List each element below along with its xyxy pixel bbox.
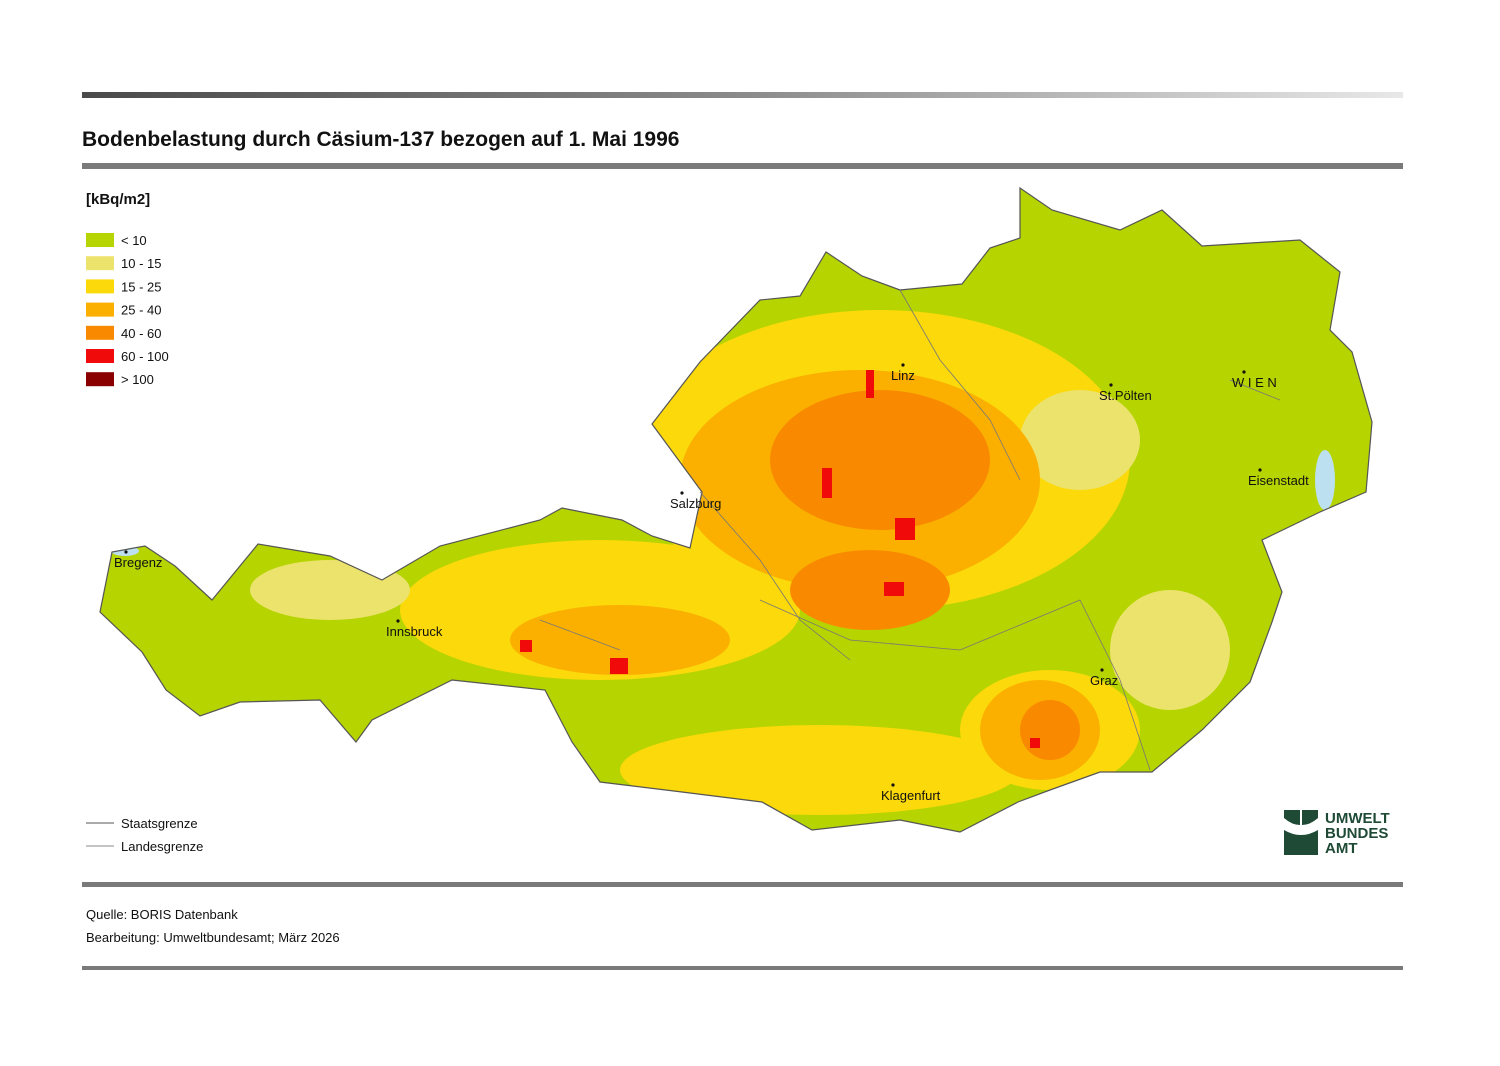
editing: Bearbeitung: Umweltbundesamt; März 2026: [86, 930, 340, 945]
legend-swatch: [86, 349, 114, 363]
city-label: Salzburg: [670, 496, 721, 511]
city-dot: [1242, 370, 1246, 374]
cities: Linz St.Pölten W I E N Eisenstadt Salzbu…: [114, 363, 1309, 803]
city-dot: [901, 363, 905, 367]
footer-rule: [82, 882, 1403, 887]
city-dot: [680, 491, 684, 495]
legend-label: > 100: [121, 372, 154, 387]
city-label: Linz: [891, 368, 915, 383]
legend-label: 40 - 60: [121, 326, 161, 341]
source: Quelle: BORIS Datenbank: [86, 907, 238, 922]
city-label: Bregenz: [114, 555, 162, 570]
city-dot: [1258, 468, 1262, 472]
legend-label: 25 - 40: [121, 303, 161, 318]
logo-text: BUNDES: [1325, 825, 1388, 842]
city-label: Eisenstadt: [1248, 473, 1309, 488]
border-legend-label: Staatsgrenze: [121, 816, 198, 831]
city-label: Klagenfurt: [881, 788, 941, 803]
city-label: Innsbruck: [386, 624, 443, 639]
city-dot: [891, 783, 895, 787]
legend-swatch: [86, 279, 114, 294]
title: Bodenbelastung durch Cäsium-137 bezogen …: [82, 128, 679, 151]
footer-rule: [82, 966, 1403, 970]
map-area: [100, 188, 1372, 832]
logo-text: AMT: [1325, 840, 1358, 857]
legend-label: < 10: [121, 233, 147, 248]
border-legend-label: Landesgrenze: [121, 839, 203, 854]
legend-swatch: [86, 372, 114, 387]
logo: UMWELT BUNDES AMT: [1284, 810, 1390, 857]
legend-swatch: [86, 302, 114, 317]
legend-label: 15 - 25: [121, 279, 161, 294]
city-dot: [396, 619, 400, 623]
city-dot: [1109, 383, 1113, 387]
city-label: St.Pölten: [1099, 388, 1152, 403]
city-label: Graz: [1090, 673, 1118, 688]
legend-swatch: [86, 256, 114, 271]
city-label: W I E N: [1232, 375, 1277, 390]
header-bar: [82, 92, 1403, 98]
city-dot: [1100, 668, 1104, 672]
legend: < 10 10 - 15 15 - 25 25 - 40 40 - 60 60 - 100…: [86, 233, 169, 387]
legend-label: 60 - 100: [121, 349, 169, 364]
legend-label: 10 - 15: [121, 256, 161, 271]
logo-text: UMWELT: [1325, 810, 1390, 827]
legend-unit: [kBq/m2]: [86, 191, 150, 208]
state-borders: [539, 289, 1281, 771]
city-dot: [124, 550, 128, 554]
title-rule: [82, 163, 1403, 169]
legend-swatch: [86, 325, 114, 340]
legend-swatch: [86, 233, 114, 247]
